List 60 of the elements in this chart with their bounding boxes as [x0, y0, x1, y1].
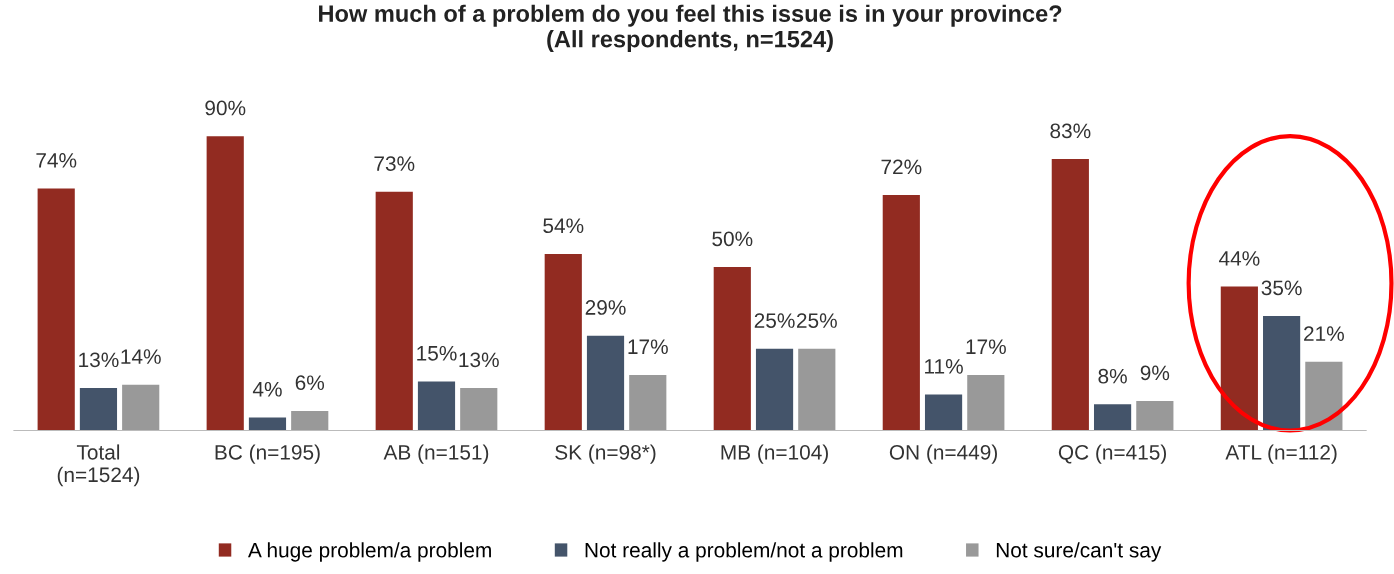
- bar: [755, 348, 794, 431]
- bar: [544, 253, 582, 431]
- bar: [798, 348, 836, 431]
- data-label: 50%: [712, 231, 753, 247]
- legend-label: Not really a problem/not a problem: [585, 542, 903, 562]
- x-tick-label: ATL (n=112): [1225, 444, 1337, 464]
- x-tick-label: AB (n=151): [383, 444, 489, 464]
- data-label: 74%: [36, 153, 77, 168]
- bar: [460, 387, 498, 431]
- bar: [1220, 286, 1258, 431]
- data-label: 13%: [459, 352, 499, 368]
- data-label: 21%: [1304, 326, 1344, 341]
- x-tick-label: Total (n=1524): [57, 444, 140, 487]
- bar: [122, 384, 160, 431]
- bar: [206, 136, 244, 431]
- x-tick-label: MB (n=104): [721, 444, 828, 464]
- x-tick-label: ON (n=449): [889, 444, 997, 464]
- chart-title: How much of a problem do you feel this issue is in your province? (All respondents, n=1524): [319, 4, 1062, 53]
- bar: [79, 387, 118, 431]
- bar: [417, 381, 456, 431]
- data-label: 17%: [966, 339, 1006, 355]
- data-label: 54%: [543, 218, 584, 234]
- data-label: 17%: [628, 339, 668, 355]
- data-label: 72%: [881, 159, 922, 175]
- bar: [882, 195, 920, 431]
- legend-label: Not sure/can't say: [996, 542, 1162, 562]
- bar: [1305, 361, 1343, 431]
- bar: [1093, 404, 1132, 431]
- data-label: 9%: [1140, 365, 1170, 381]
- bar: [924, 394, 963, 431]
- data-label: 44%: [1218, 251, 1260, 266]
- data-label: 83%: [1050, 123, 1091, 139]
- data-label: 35%: [1261, 280, 1302, 296]
- data-label: 29%: [585, 300, 626, 315]
- bar: [713, 266, 751, 431]
- data-label: 11%: [925, 359, 963, 374]
- x-tick-label: QC (n=415): [1058, 444, 1167, 464]
- data-label: 14%: [121, 349, 161, 364]
- bar: [375, 191, 413, 431]
- data-label: 4%: [252, 381, 282, 397]
- bar: [1136, 401, 1174, 431]
- bar: [629, 374, 667, 431]
- bar: [1051, 159, 1089, 431]
- bar: [37, 188, 75, 431]
- bar: [248, 417, 287, 431]
- data-label: 25%: [754, 313, 795, 328]
- data-label: 73%: [374, 156, 415, 171]
- data-label: 90%: [205, 100, 246, 116]
- bar: [586, 335, 625, 431]
- bar: [967, 374, 1005, 431]
- bar: [1263, 316, 1301, 431]
- data-label: 6%: [295, 375, 325, 391]
- x-tick-label: SK (n=98*): [555, 444, 656, 464]
- x-tick-label: BC (n=195): [215, 444, 320, 464]
- data-label: 15%: [417, 345, 457, 361]
- bar: [291, 410, 329, 431]
- data-label: 13%: [79, 352, 119, 368]
- data-label: 8%: [1098, 368, 1127, 384]
- data-label: 25%: [797, 313, 837, 328]
- legend-label: A huge problem/a problem: [247, 542, 491, 562]
